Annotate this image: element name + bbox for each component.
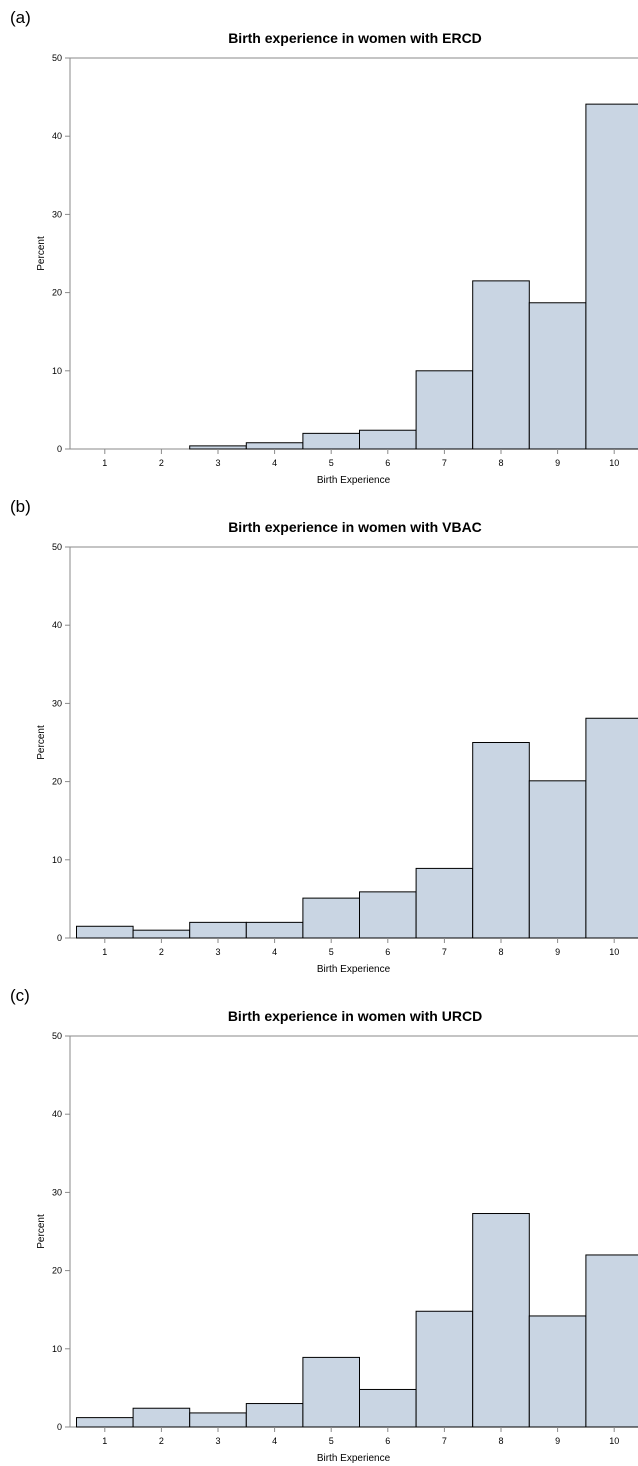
bar (415, 867, 474, 939)
bar (528, 302, 587, 450)
x-tick-label: 10 (609, 1436, 619, 1446)
chart-panel-b: (b) Birth experience in women with VBAC … (0, 489, 638, 979)
x-tick-label: 7 (442, 1436, 447, 1446)
bar (415, 1310, 474, 1428)
y-tick-label: 40 (52, 1109, 62, 1119)
x-tick-label: 1 (102, 947, 107, 957)
y-tick-label: 10 (52, 366, 62, 376)
panel-label: (a) (10, 8, 31, 27)
x-tick-label: 6 (385, 947, 390, 957)
bar (302, 432, 360, 450)
bar (76, 925, 134, 939)
y-tick-label: 30 (52, 1187, 62, 1197)
bar (359, 891, 417, 939)
x-tick-label: 10 (609, 458, 619, 468)
bar (472, 280, 530, 450)
bar (528, 780, 587, 939)
x-tick-label: 4 (272, 1436, 277, 1446)
bar (132, 1407, 191, 1428)
y-tick-label: 20 (52, 1266, 62, 1276)
x-tick-label: 3 (215, 458, 220, 468)
x-tick-label: 4 (272, 947, 277, 957)
x-axis-label: Birth Experience (317, 964, 391, 975)
bar (585, 717, 638, 939)
bar (189, 1412, 247, 1428)
x-tick-label: 4 (272, 458, 277, 468)
y-tick-label: 40 (52, 620, 62, 630)
x-tick-label: 7 (442, 947, 447, 957)
bar (132, 929, 191, 939)
x-tick-label: 2 (159, 1436, 164, 1446)
x-tick-label: 9 (555, 1436, 560, 1446)
bar (359, 1388, 417, 1428)
y-tick-label: 20 (52, 288, 62, 298)
x-tick-label: 1 (102, 1436, 107, 1446)
panel-label: (b) (10, 497, 31, 516)
x-tick-label: 3 (215, 947, 220, 957)
bar (302, 897, 360, 939)
chart-title: Birth experience in women with VBAC (228, 519, 482, 535)
x-tick-label: 1 (102, 458, 107, 468)
x-tick-label: 8 (498, 947, 503, 957)
bar (359, 429, 417, 450)
bar (245, 921, 304, 939)
x-tick-label: 2 (159, 458, 164, 468)
bar (415, 370, 474, 450)
y-tick-label: 30 (52, 698, 62, 708)
y-tick-label: 10 (52, 855, 62, 865)
bar (302, 1356, 360, 1428)
y-tick-label: 40 (52, 131, 62, 141)
x-tick-label: 8 (498, 458, 503, 468)
x-tick-label: 7 (442, 458, 447, 468)
chart-panel-a: (a) Birth experience in women with ERCD … (0, 0, 638, 490)
x-tick-label: 2 (159, 947, 164, 957)
y-tick-label: 50 (52, 53, 62, 63)
chart-title: Birth experience in women with URCD (227, 1008, 483, 1024)
y-axis-label: Percent (36, 236, 47, 271)
x-tick-label: 6 (385, 458, 390, 468)
chart-title: Birth experience in women with ERCD (228, 30, 482, 46)
y-axis-label: Percent (36, 1214, 47, 1249)
x-tick-label: 5 (329, 947, 334, 957)
y-tick-label: 50 (52, 1031, 62, 1041)
y-tick-label: 20 (52, 777, 62, 787)
bar (245, 442, 304, 450)
y-tick-label: 0 (57, 933, 62, 943)
x-tick-label: 10 (609, 947, 619, 957)
y-tick-label: 10 (52, 1344, 62, 1354)
bar (189, 921, 247, 939)
bar (472, 742, 530, 939)
bar (76, 1417, 134, 1428)
chart-panel-c: (c) Birth experience in women with URCD … (0, 978, 638, 1466)
bar (585, 1254, 638, 1428)
x-tick-label: 8 (498, 1436, 503, 1446)
chart-plot: 0 10 20 30 40 50 1 2 3 4 5 6 7 8 9 10 Birth Experience Pe… (36, 53, 638, 486)
bar (472, 1213, 530, 1428)
x-axis-label: Birth Experience (317, 475, 391, 486)
bar (528, 1315, 587, 1428)
bar (245, 1403, 304, 1428)
x-axis-label: Birth Experience (317, 1453, 391, 1464)
y-tick-label: 0 (57, 444, 62, 454)
y-tick-label: 50 (52, 542, 62, 552)
x-tick-label: 3 (215, 1436, 220, 1446)
x-tick-label: 9 (555, 947, 560, 957)
chart-plot: 0 10 20 30 40 50 1 2 3 4 5 6 7 8 9 10 Birth Experience Pe… (36, 1031, 638, 1464)
x-tick-label: 5 (329, 458, 334, 468)
y-tick-label: 0 (57, 1422, 62, 1432)
x-tick-label: 6 (385, 1436, 390, 1446)
x-tick-label: 5 (329, 1436, 334, 1446)
chart-plot: 0 10 20 30 40 50 1 2 3 4 5 6 7 8 9 10 Birth Experience Pe… (36, 542, 638, 975)
bar (585, 103, 638, 450)
panel-label: (c) (10, 986, 30, 1005)
y-tick-label: 30 (52, 209, 62, 219)
y-axis-label: Percent (36, 725, 47, 760)
x-tick-label: 9 (555, 458, 560, 468)
bar (189, 445, 247, 450)
